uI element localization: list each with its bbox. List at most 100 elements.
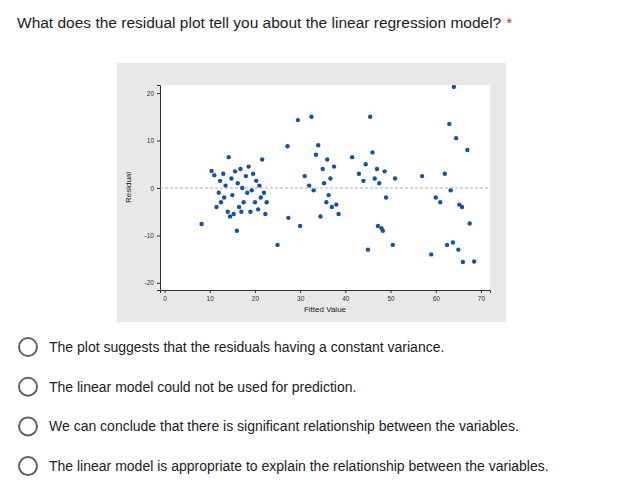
- point: [231, 212, 235, 216]
- x-axis: 0 10 20 30 40 50 60 70: [161, 290, 491, 302]
- point: [391, 243, 395, 247]
- point: [460, 205, 464, 209]
- tick-mark: [481, 290, 482, 293]
- point: [314, 153, 318, 157]
- question-text: What does the residual plot tell you abo…: [17, 14, 502, 31]
- tick-mark: [391, 290, 392, 293]
- point: [434, 195, 438, 199]
- point: [350, 155, 354, 159]
- point: [245, 191, 249, 195]
- tick-label: 60: [433, 295, 441, 302]
- tick: 60: [433, 290, 441, 302]
- point: [254, 179, 258, 183]
- point: [443, 172, 447, 176]
- point: [262, 191, 266, 195]
- tick-mark: [157, 283, 160, 284]
- point: [370, 150, 374, 154]
- option[interactable]: The plot suggests that the residuals hav…: [19, 338, 444, 356]
- page: What does the residual plot tell you abo…: [0, 0, 624, 488]
- chart: 0 10 20 30 40 50 60 70 -20 -10 0 10 20 Fitted Value Re…: [117, 63, 506, 322]
- tick-mark: [157, 235, 160, 236]
- tick-mark: [157, 141, 160, 142]
- y-axis-title: Residual: [124, 172, 133, 203]
- point: [235, 228, 239, 232]
- point: [452, 85, 456, 89]
- tick-label: 50: [387, 295, 395, 302]
- point: [237, 205, 241, 209]
- point: [296, 118, 300, 122]
- option-label[interactable]: We can conclude that there is significan…: [49, 418, 519, 434]
- point: [384, 195, 388, 199]
- radio-button[interactable]: [19, 338, 37, 356]
- point: [382, 169, 386, 173]
- point: [376, 224, 380, 228]
- point: [251, 172, 255, 176]
- point: [263, 212, 267, 216]
- tick: -10: [145, 232, 160, 239]
- point: [285, 144, 289, 148]
- x-axis-title: Fitted Value: [304, 305, 347, 314]
- tick-label: 20: [252, 295, 260, 302]
- radio-button[interactable]: [19, 378, 37, 396]
- axis-line: [157, 86, 161, 291]
- tick: 0: [150, 185, 160, 192]
- reference-line: [160, 187, 490, 188]
- point: [253, 200, 257, 204]
- point: [334, 202, 338, 206]
- point: [438, 200, 442, 204]
- option[interactable]: We can conclude that there is significan…: [19, 417, 519, 435]
- point: [219, 200, 223, 204]
- plot-marks: [160, 85, 490, 264]
- point: [227, 155, 231, 159]
- tick: 20: [147, 90, 160, 97]
- tick-label: 0: [150, 185, 154, 192]
- point: [226, 210, 230, 214]
- point: [368, 115, 372, 119]
- tick-mark: [210, 290, 211, 293]
- tick: 50: [387, 290, 395, 302]
- point: [257, 183, 261, 187]
- point: [264, 200, 268, 204]
- point: [248, 210, 252, 214]
- option[interactable]: The linear model could not be used for p…: [19, 378, 356, 396]
- point: [241, 200, 245, 204]
- tick: 10: [147, 137, 160, 144]
- tick-label: -20: [145, 279, 155, 286]
- option-label[interactable]: The plot suggests that the residuals hav…: [49, 339, 444, 355]
- point: [218, 179, 222, 183]
- point: [239, 210, 243, 214]
- tick-mark: [436, 290, 437, 293]
- point: [366, 247, 370, 251]
- tick-label: 40: [342, 295, 350, 302]
- point: [377, 181, 381, 185]
- point: [420, 174, 424, 178]
- point: [212, 173, 216, 177]
- tick-mark: [157, 93, 160, 94]
- tick-label: 70: [478, 295, 486, 302]
- axis-line: [161, 291, 491, 294]
- tick-mark: [255, 290, 256, 293]
- point: [260, 157, 264, 161]
- point: [228, 214, 232, 218]
- point: [275, 243, 279, 247]
- tick-label: 30: [297, 295, 305, 302]
- tick-label: 10: [207, 295, 215, 302]
- point: [461, 260, 465, 264]
- point: [454, 136, 458, 140]
- point: [256, 207, 260, 211]
- point: [324, 200, 328, 204]
- option-label[interactable]: The linear model is appropriate to expla…: [49, 458, 549, 474]
- point: [445, 243, 449, 247]
- radio-button[interactable]: [19, 457, 37, 475]
- point: [316, 143, 320, 147]
- tick-mark: [165, 290, 166, 293]
- point: [214, 205, 218, 209]
- tick-label: 10: [147, 137, 155, 144]
- tick: 10: [207, 290, 215, 302]
- point: [209, 169, 213, 173]
- radio-button[interactable]: [19, 417, 37, 435]
- option[interactable]: The linear model is appropriate to expla…: [19, 457, 549, 475]
- option-label[interactable]: The linear model could not be used for p…: [49, 379, 356, 395]
- tick: 0: [163, 290, 167, 302]
- point: [429, 252, 433, 256]
